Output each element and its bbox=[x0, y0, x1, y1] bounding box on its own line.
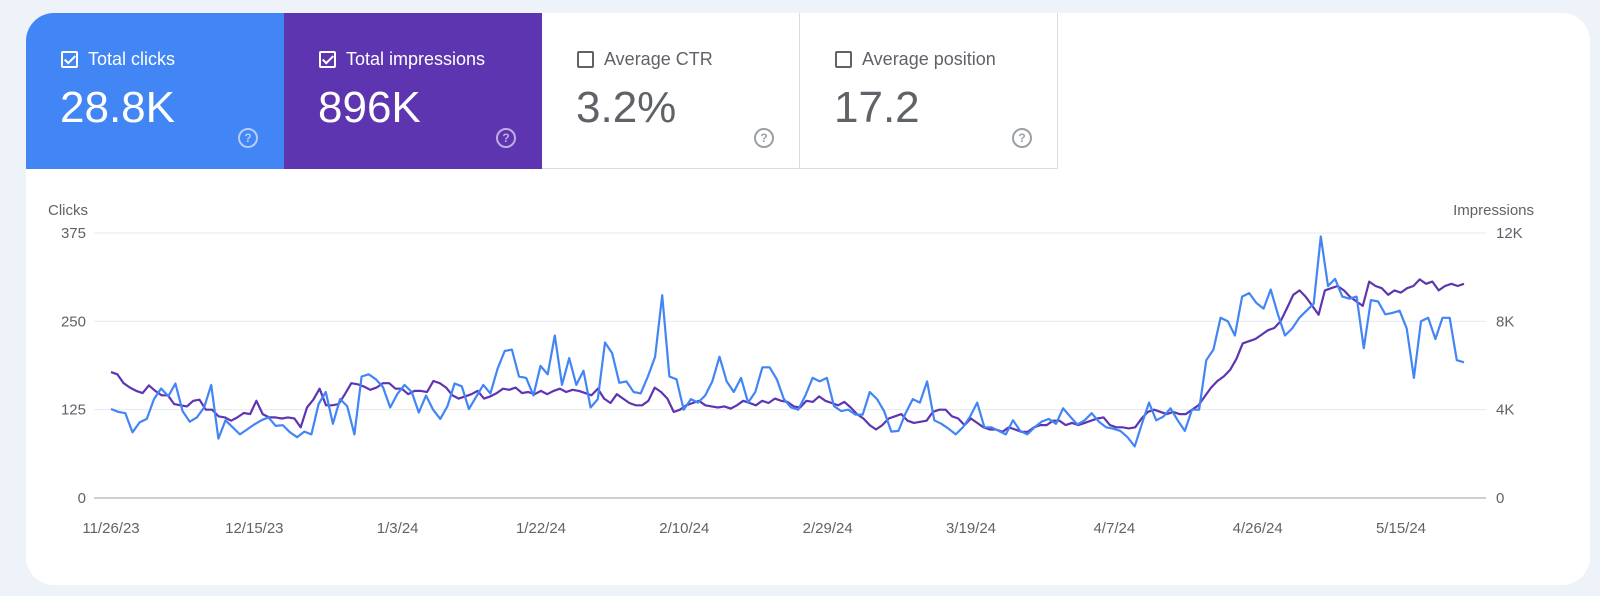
metric-value: 17.2 bbox=[834, 83, 920, 132]
x-ticks: 11/26/23 12/15/23 1/3/24 1/22/24 2/10/24 2/29… bbox=[82, 520, 1426, 537]
x-tick-label: 2/10/24 bbox=[659, 520, 709, 537]
y-tick-left: 125 bbox=[61, 402, 86, 419]
y-tick-left: 375 bbox=[61, 225, 86, 242]
metric-label: Total impressions bbox=[346, 49, 486, 69]
y-tick-left: 0 bbox=[78, 490, 86, 507]
metric-value: 28.8K bbox=[60, 83, 175, 132]
x-tick-label: 2/29/24 bbox=[803, 520, 853, 537]
y-axis-title-right: Impressions bbox=[1453, 202, 1534, 219]
metric-value: 3.2% bbox=[576, 83, 677, 132]
help-icon[interactable]: ? bbox=[1012, 128, 1032, 148]
performance-chart[interactable]: Clicks Impressions 0 0 125 4K 250 8K 375 12K 11… bbox=[26, 13, 1590, 585]
y-tick-right: 8K bbox=[1496, 313, 1514, 330]
help-icon[interactable]: ? bbox=[496, 128, 516, 148]
series-lines bbox=[110, 235, 1465, 448]
series-line-total-clicks bbox=[110, 235, 1465, 448]
checkbox-unchecked-icon[interactable] bbox=[835, 51, 852, 68]
x-tick-label: 3/19/24 bbox=[946, 520, 996, 537]
performance-card: Total clicks 28.8K ? Total impressions 8… bbox=[26, 13, 1590, 585]
checkbox-checked-icon[interactable] bbox=[61, 51, 78, 68]
metric-tiles: Total clicks 28.8K ? Total impressions 8… bbox=[26, 13, 1058, 169]
y-axis-title-left: Clicks bbox=[48, 202, 88, 219]
x-tick-label: 11/26/23 bbox=[82, 520, 139, 537]
y-tick-left: 250 bbox=[61, 313, 86, 330]
metric-total-clicks[interactable]: Total clicks 28.8K ? bbox=[26, 13, 284, 169]
metric-total-impressions[interactable]: Total impressions 896K ? bbox=[284, 13, 542, 169]
metric-value: 896K bbox=[318, 83, 421, 132]
metric-average-ctr[interactable]: Average CTR 3.2% ? bbox=[542, 13, 800, 169]
metric-label: Total clicks bbox=[88, 49, 176, 69]
y-tick-right: 4K bbox=[1496, 402, 1514, 419]
series-line-total-impressions bbox=[110, 278, 1465, 433]
x-tick-label: 4/7/24 bbox=[1093, 520, 1135, 537]
y-tick-right: 12K bbox=[1496, 225, 1523, 242]
x-tick-label: 12/15/23 bbox=[225, 520, 283, 537]
help-icon[interactable]: ? bbox=[238, 128, 258, 148]
metric-average-position[interactable]: Average position 17.2 ? bbox=[800, 13, 1058, 169]
metric-label: Average position bbox=[862, 49, 996, 69]
checkbox-unchecked-icon[interactable] bbox=[577, 51, 594, 68]
x-tick-label: 1/3/24 bbox=[377, 520, 419, 537]
checkbox-checked-icon[interactable] bbox=[319, 51, 336, 68]
metric-label: Average CTR bbox=[604, 49, 713, 69]
help-icon[interactable]: ? bbox=[754, 128, 774, 148]
y-ticks: 0 0 125 4K 250 8K 375 12K bbox=[61, 225, 1523, 507]
y-tick-right: 0 bbox=[1496, 490, 1504, 507]
x-tick-label: 1/22/24 bbox=[516, 520, 566, 537]
x-tick-label: 5/15/24 bbox=[1376, 520, 1426, 537]
x-tick-label: 4/26/24 bbox=[1233, 520, 1283, 537]
grid-lines bbox=[94, 232, 1486, 499]
